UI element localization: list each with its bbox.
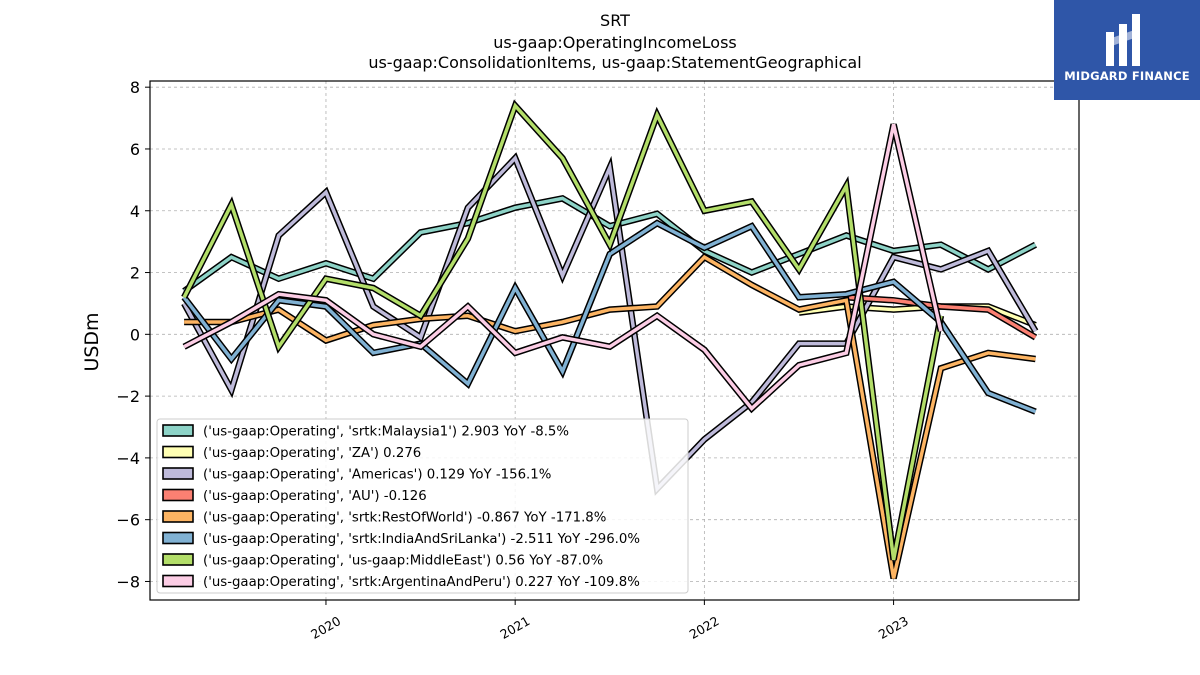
x-tick-label: 2023 <box>876 613 911 642</box>
series-line-stroke <box>846 295 1037 339</box>
legend-swatch <box>162 553 194 566</box>
y-tick-label: 4 <box>130 202 140 221</box>
series-line-stroke <box>798 304 1037 327</box>
legend-item: ('us-gaap:Operating', 'srtk:RestOfWorld'… <box>162 510 606 526</box>
y-tick-label: −2 <box>116 387 140 406</box>
series-line <box>798 303 1037 329</box>
legend-swatch <box>162 467 194 480</box>
legend-item: ('us-gaap:Operating', 'srtk:IndiaAndSriL… <box>162 531 640 547</box>
legend-item: ('us-gaap:Operating', 'Americas') 0.129 … <box>162 467 551 483</box>
series-line-stroke <box>183 123 943 412</box>
legend-item: ('us-gaap:Operating', 'AU') -0.126 <box>162 488 427 504</box>
legend-swatch <box>162 574 194 588</box>
y-tick-label: 2 <box>130 264 140 283</box>
chart-title: SRT us-gaap:OperatingIncomeLoss us-gaap:… <box>368 11 861 72</box>
legend-label: ('us-gaap:Operating', 'srtk:Malaysia1') … <box>203 425 569 440</box>
legend-label: ('us-gaap:Operating', 'srtk:RestOfWorld'… <box>203 511 606 526</box>
y-tick-label: 6 <box>130 140 140 159</box>
legend-swatch <box>162 445 194 459</box>
series-line <box>181 219 1037 415</box>
series-line <box>184 252 1036 580</box>
legend-item: ('us-gaap:Operating', 'us-gaap:MiddleEas… <box>162 553 603 569</box>
legend-swatch <box>162 510 194 523</box>
legend-swatch <box>162 424 194 437</box>
y-tick-label: −6 <box>116 511 140 530</box>
series-line-stroke <box>182 221 1037 414</box>
legend-item: ('us-gaap:Operating', 'ZA') 0.276 <box>162 445 421 461</box>
legend-label: ('us-gaap:Operating', 'AU') -0.126 <box>203 489 427 504</box>
legend-label: ('us-gaap:Operating', 'srtk:ArgentinaAnd… <box>203 575 640 590</box>
y-tick-label: 8 <box>130 78 140 97</box>
series-line <box>182 123 945 414</box>
chart-title-line-3: us-gaap:ConsolidationItems, us-gaap:Stat… <box>368 53 861 72</box>
series-line <box>182 194 1038 294</box>
legend: ('us-gaap:Operating', 'srtk:Malaysia1') … <box>156 418 689 594</box>
x-tick-label: 2022 <box>687 613 722 642</box>
legend-swatch <box>162 531 194 545</box>
legend-label: ('us-gaap:Operating', 'Americas') 0.129 … <box>203 468 551 483</box>
series-line <box>181 152 1039 496</box>
y-tick-label: −8 <box>116 572 140 591</box>
y-tick-label: 0 <box>130 325 140 344</box>
plot-frame <box>149 80 1080 601</box>
series-line-stroke <box>183 196 1037 293</box>
series-line-stroke <box>184 254 1036 579</box>
midgard-finance-logo: MIDGARD FINANCE <box>1054 0 1200 100</box>
legend-item: ('us-gaap:Operating', 'srtk:Malaysia1') … <box>162 424 569 440</box>
chart-title-line-1: SRT <box>600 11 630 30</box>
legend-label: ('us-gaap:Operating', 'srtk:IndiaAndSriL… <box>203 532 640 547</box>
legend-label: ('us-gaap:Operating', 'us-gaap:MiddleEas… <box>203 554 603 569</box>
legend-label: ('us-gaap:Operating', 'ZA') 0.276 <box>203 446 421 461</box>
series-line-stroke <box>182 155 1038 493</box>
y-tick-label: −4 <box>116 449 140 468</box>
x-tick-label: 2021 <box>497 613 532 642</box>
logo-text: MIDGARD FINANCE <box>1064 69 1190 83</box>
logo-mark-icon <box>1106 14 1140 66</box>
chart-title-line-2: us-gaap:OperatingIncomeLoss <box>493 33 737 52</box>
y-axis-label: USDm <box>81 312 103 371</box>
series-lines <box>181 99 1039 580</box>
legend-box <box>156 418 689 594</box>
x-tick-label: 2020 <box>308 613 343 642</box>
legend-item: ('us-gaap:Operating', 'srtk:ArgentinaAnd… <box>162 574 640 590</box>
series-line <box>846 294 1038 341</box>
legend-swatch <box>162 488 194 502</box>
